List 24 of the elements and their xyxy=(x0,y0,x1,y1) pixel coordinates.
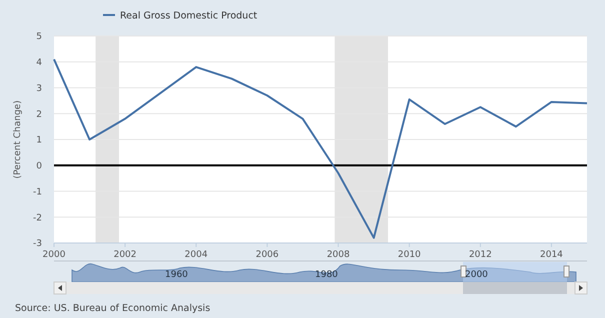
x-tick-label: 2000 xyxy=(42,250,66,260)
text: 1960 xyxy=(165,270,188,280)
x-tick-label: 2006 xyxy=(256,250,279,260)
y-tick-label: -3 xyxy=(33,239,42,250)
x-tick-label: 2014 xyxy=(540,250,564,260)
text: 1980 xyxy=(315,270,338,280)
x-tick-label: 2010 xyxy=(398,250,422,260)
y-tick-label: 1 xyxy=(36,136,42,146)
text: 2000 xyxy=(465,270,488,280)
y-tick-label: 5 xyxy=(36,32,42,42)
x-tick-label: 2012 xyxy=(468,250,492,260)
y-tick-label: 3 xyxy=(36,84,42,94)
y-axis-title: (Percent Change) xyxy=(13,100,23,179)
x-tick-label: 2008 xyxy=(326,250,350,260)
line-series xyxy=(53,58,588,239)
y-tick-label: -2 xyxy=(33,213,42,224)
y-tick-label: -1 xyxy=(33,187,42,198)
y-tick-label: 0 xyxy=(36,162,42,172)
y-tick-label: 4 xyxy=(36,58,42,68)
x-tick-label: 2002 xyxy=(114,250,137,260)
legend-label: Real Gross Domestic Product xyxy=(120,10,258,22)
y-tick-label: 2 xyxy=(36,110,42,120)
source-note: Source: US. Bureau of Economic Analysis xyxy=(15,303,210,314)
x-tick-label: 2004 xyxy=(184,250,208,260)
